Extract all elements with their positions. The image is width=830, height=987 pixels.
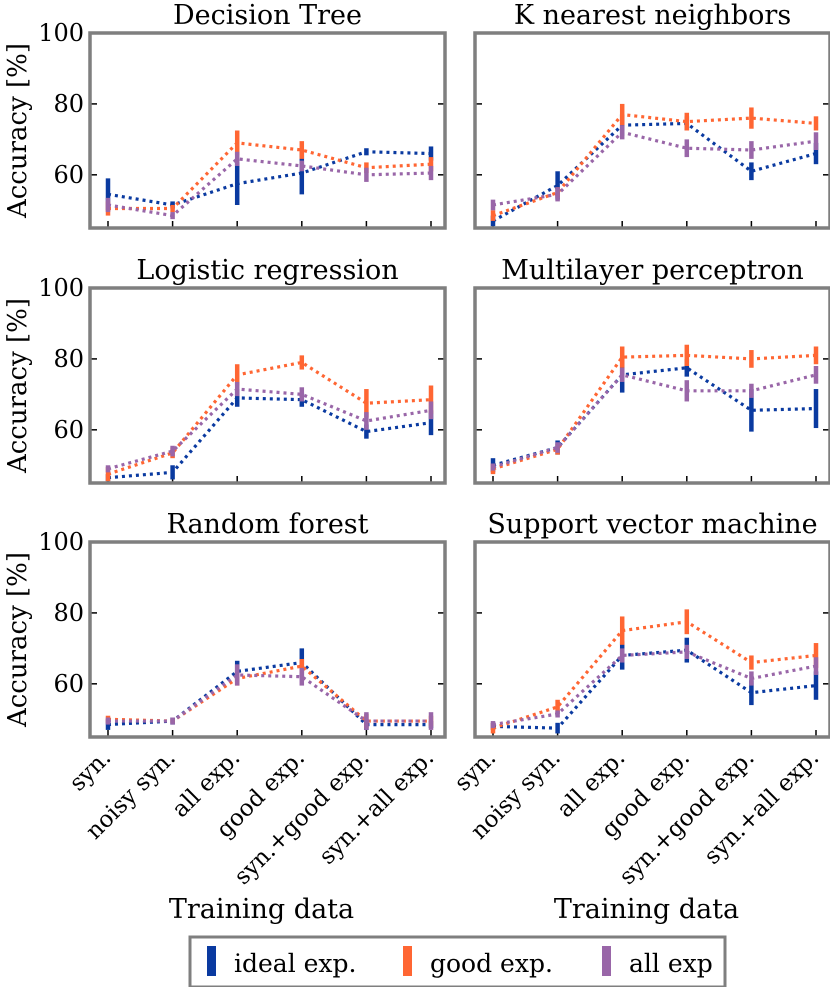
series-line-good [108, 141, 432, 211]
axes-frame [473, 540, 830, 739]
panel-title: Multilayer perceptron [501, 255, 804, 286]
y-tick-label: 80 [53, 599, 84, 627]
axes-frame [473, 31, 830, 230]
y-axis-label: Accuracy [%] [3, 298, 33, 474]
panel-title: Support vector machine [487, 509, 817, 540]
legend: ideal exp. good exp. all exp [188, 935, 727, 987]
y-tick-label: 60 [53, 416, 84, 444]
x-tick-label: syn. [65, 745, 117, 797]
x-tick-label: syn.+all exp. [314, 745, 439, 870]
x-tick-label: syn.+all exp. [699, 745, 824, 870]
series-line-all [492, 650, 817, 727]
panel-title: Decision Tree [173, 0, 362, 31]
y-tick-label: 80 [53, 345, 84, 373]
panel-title: Random forest [167, 509, 369, 540]
legend-frame [188, 935, 727, 987]
series-line-ideal [107, 660, 431, 727]
axes-frame [88, 540, 447, 739]
series-line-good [492, 620, 817, 730]
legend-swatch-ideal [207, 946, 216, 976]
series-line-ideal [492, 366, 817, 467]
legend-swatch-all [602, 946, 611, 976]
series-line-all [492, 130, 817, 207]
series-line-ideal [492, 121, 817, 223]
series-line-good [492, 112, 817, 218]
axes-frame [88, 31, 447, 230]
series-line-good [107, 360, 432, 476]
series-line-all [492, 373, 817, 469]
legend-label-ideal: ideal exp. [234, 949, 357, 978]
series-line-all [107, 157, 432, 218]
panel-title: K nearest neighbors [514, 0, 791, 31]
panel-decision-tree: Decision Tree Accuracy [%] 60 80 100 [3, 0, 447, 230]
series-line-ideal [107, 150, 432, 207]
legend-swatch-good [403, 946, 412, 976]
y-tick-label: 100 [38, 19, 84, 47]
x-axis-label: Training data [554, 894, 739, 925]
y-tick-label: 60 [53, 670, 84, 698]
series-line-all [108, 673, 431, 723]
panel-k-nearest-neighbors: K nearest neighbors [473, 0, 830, 230]
axes-frame [88, 286, 447, 485]
y-tick-label: 60 [53, 161, 84, 189]
panel-title: Logistic regression [136, 255, 398, 286]
series-line-all [107, 387, 432, 471]
y-tick-label: 100 [38, 528, 84, 556]
y-axis-label: Accuracy [%] [3, 552, 33, 728]
panel-logistic-regression: Logistic regression Accuracy [%] 60 80 100 [3, 255, 447, 485]
axes-frame [473, 286, 830, 485]
y-tick-label: 100 [38, 274, 84, 302]
series-line-good [107, 664, 431, 723]
series-line-good [492, 353, 817, 471]
legend-label-all: all exp [629, 949, 713, 978]
series-line-ideal [107, 396, 432, 480]
legend-label-good: good exp. [430, 949, 553, 978]
y-tick-label: 80 [53, 90, 84, 118]
y-axis-label: Accuracy [%] [3, 43, 33, 219]
panel-multilayer-perceptron: Multilayer perceptron [473, 255, 830, 485]
x-tick-label: syn. [450, 745, 502, 797]
x-axis-label: Training data [169, 894, 354, 925]
